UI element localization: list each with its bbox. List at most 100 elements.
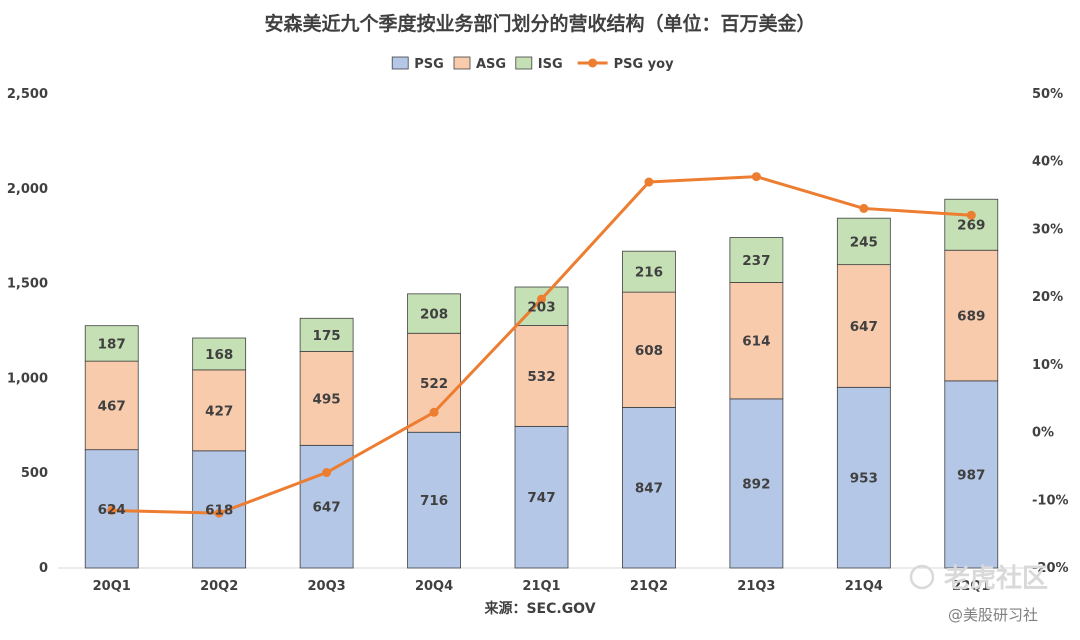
psg-data-label: 892	[742, 476, 770, 492]
psg-data-label: 618	[205, 502, 233, 518]
isg-data-label: 203	[527, 299, 555, 315]
watermark: 老虎社区 @美股研习社	[909, 563, 1048, 624]
watermark-brand: 老虎社区	[944, 563, 1048, 594]
psg-yoy-point	[751, 172, 761, 182]
y2-tick-label: 50%	[1032, 87, 1063, 102]
isg-bar	[622, 250, 676, 293]
isg-data-label: 237	[742, 253, 770, 269]
axes: 0 500 1,000 1,500 2,000 2,500 -20% -10% 0% 10% 20%…	[7, 87, 1069, 594]
psg-bar	[729, 398, 784, 569]
x-tick-label: 21Q1	[522, 579, 560, 594]
x-tick-label: 21Q2	[630, 579, 668, 594]
asg-data-label: 495	[313, 391, 341, 407]
legend-marker-asg	[453, 56, 471, 70]
isg-bar	[84, 325, 139, 362]
psg-yoy-point	[537, 294, 546, 304]
isg-bar	[944, 198, 999, 251]
y-tick-label: 2,000	[7, 182, 48, 197]
asg-bar	[84, 360, 139, 451]
y-tick-label: 1,500	[7, 277, 48, 292]
psg-data-label: 953	[850, 471, 878, 487]
psg-yoy-series	[107, 172, 976, 518]
psg-yoy-point	[107, 505, 117, 515]
asg-data-label: 532	[527, 369, 555, 385]
asg-data-label: 608	[635, 343, 663, 359]
asg-bar	[729, 282, 784, 400]
x-tick-label: 20Q1	[93, 579, 131, 594]
psg-yoy-point	[322, 468, 332, 478]
psg-bar	[299, 444, 354, 569]
psg-data-label: 847	[635, 481, 663, 497]
isg-data-label: 187	[98, 336, 126, 352]
isg-data-label: 269	[957, 218, 985, 234]
chart-title: 安森美近九个季度按业务部门划分的营收结构（单位：百万美金）	[264, 12, 815, 35]
legend-label-psg-yoy: PSG yoy	[614, 57, 674, 72]
isg-bar	[836, 217, 891, 266]
y-tick-label: 500	[21, 466, 48, 481]
legend-label-isg: ISG	[538, 57, 563, 72]
psg-yoy-point	[214, 508, 224, 518]
x-tick-label: 20Q2	[200, 579, 238, 594]
y2-tick-label: 30%	[1032, 222, 1063, 237]
asg-bar	[299, 351, 354, 446]
isg-bar	[407, 293, 461, 334]
psg-yoy-point	[859, 203, 869, 213]
y-tick-label: 1,000	[7, 371, 48, 386]
asg-bar	[944, 249, 999, 382]
y-tick-label: 2,500	[7, 87, 48, 102]
psg-yoy-point	[429, 407, 439, 417]
watermark-handle: @美股研习社	[948, 606, 1038, 624]
x-tick-label: 20Q4	[415, 579, 453, 594]
legend-marker-isg	[515, 56, 533, 70]
psg-bar	[622, 407, 676, 569]
isg-data-label: 175	[313, 328, 341, 344]
y2-tick-label: 20%	[1032, 290, 1063, 305]
psg-yoy-point	[644, 177, 654, 187]
x-tick-label: 20Q3	[308, 579, 346, 594]
x-tick-label: 21Q3	[737, 579, 775, 594]
legend-label-asg: ASG	[476, 57, 506, 72]
isg-bar	[299, 317, 354, 352]
y2-tick-label: -20%	[1032, 561, 1069, 576]
y2-tick-label: 40%	[1032, 155, 1063, 170]
legend-label-psg: PSG	[414, 57, 444, 72]
psg-bar	[944, 380, 999, 569]
legend: PSG ASG ISG PSG yoy	[391, 56, 674, 72]
source-note: 来源：SEC.GOV	[483, 600, 595, 617]
isg-data-label: 216	[635, 265, 663, 281]
psg-yoy-point	[966, 210, 976, 220]
asg-data-label: 427	[205, 403, 233, 419]
psg-bar	[407, 431, 461, 569]
data-labels: 624 467 187 618 427 168 647 495 175 716 522 208 747 5…	[98, 218, 986, 519]
legend-marker-psg	[391, 56, 409, 70]
asg-bar	[514, 325, 569, 427]
isg-data-label: 168	[205, 347, 233, 363]
psg-data-label: 647	[313, 500, 341, 516]
isg-bar	[729, 237, 784, 283]
isg-data-label: 208	[420, 307, 448, 323]
asg-data-label: 614	[742, 334, 770, 350]
x-tick-label: 22Q1	[952, 579, 990, 594]
psg-data-label: 987	[957, 467, 985, 483]
asg-data-label: 467	[98, 398, 126, 414]
psg-data-label: 716	[420, 493, 448, 509]
y2-tick-label: -10%	[1032, 493, 1069, 508]
asg-bar	[622, 291, 676, 408]
y2-tick-label: 10%	[1032, 358, 1063, 373]
bars	[84, 198, 999, 569]
asg-bar	[836, 264, 891, 388]
isg-data-label: 245	[850, 234, 878, 250]
y2-tick-label: 0%	[1032, 426, 1054, 441]
asg-data-label: 647	[850, 319, 878, 335]
isg-bar	[192, 337, 247, 371]
psg-data-label: 624	[98, 502, 126, 518]
asg-data-label: 522	[420, 376, 448, 392]
watermark-logo-icon	[909, 564, 935, 590]
psg-data-label: 747	[527, 490, 555, 506]
x-tick-label: 21Q4	[845, 579, 883, 594]
legend-marker-dot-psg-yoy	[588, 58, 598, 68]
y-tick-label: 0	[39, 561, 48, 576]
asg-data-label: 689	[957, 309, 985, 325]
